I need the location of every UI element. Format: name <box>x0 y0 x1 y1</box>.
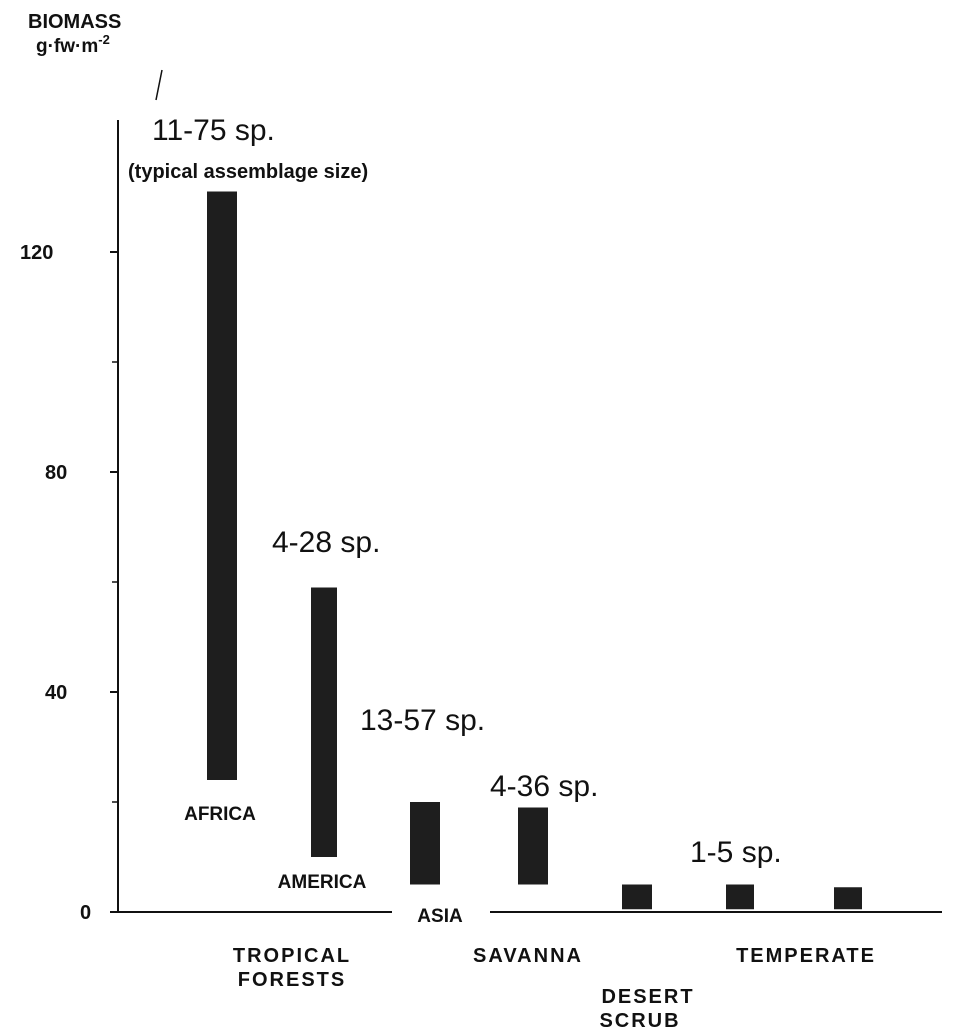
bar-label-america: AMERICA <box>278 872 367 893</box>
y-axis-title-line1: BIOMASS <box>28 11 121 33</box>
bar-desert <box>622 884 652 910</box>
bar-label-africa: AFRICA <box>184 804 256 825</box>
y-tick-label-0: 0 <box>80 902 91 924</box>
y-tick-label-40: 40 <box>45 682 67 704</box>
group-label-savanna: SAVANNA <box>473 945 583 967</box>
species-annotation-america: 4-28 sp. <box>272 526 380 559</box>
group-label-desert-line1: DESERT <box>601 986 694 1008</box>
bar-temperate1 <box>726 884 754 910</box>
species-annotation-asia: 13-57 sp. <box>360 704 485 737</box>
y-tick-label-120: 120 <box>20 242 53 264</box>
group-label-tropical-line2: FORESTS <box>238 969 346 991</box>
bar-africa <box>207 191 237 780</box>
bar-label-asia: ASIA <box>417 906 463 927</box>
group-label-desert-line2: SCRUB <box>599 1010 680 1032</box>
bars <box>207 191 862 910</box>
group-label-temperate: TEMPERATE <box>736 945 876 967</box>
bar-america <box>311 587 337 857</box>
bar-asia <box>410 802 440 885</box>
y-axis-title-line2: g·fw·m-2 <box>36 32 110 57</box>
species-annotation-savanna: 4-36 sp. <box>490 770 598 803</box>
species-annotation-africa: 11-75 sp. <box>152 114 275 147</box>
y-ticks: 0 40 80 120 <box>20 242 118 924</box>
group-label-tropical-line1: TROPICAL <box>233 945 351 967</box>
bar-temperate2 <box>834 887 862 910</box>
y-tick-label-80: 80 <box>45 462 67 484</box>
assemblage-note: (typical assemblage size) <box>128 161 368 183</box>
species-annotation-temperate: 1-5 sp. <box>690 836 782 869</box>
bar-savanna <box>518 807 548 885</box>
y-axis-break-mark <box>155 69 163 101</box>
